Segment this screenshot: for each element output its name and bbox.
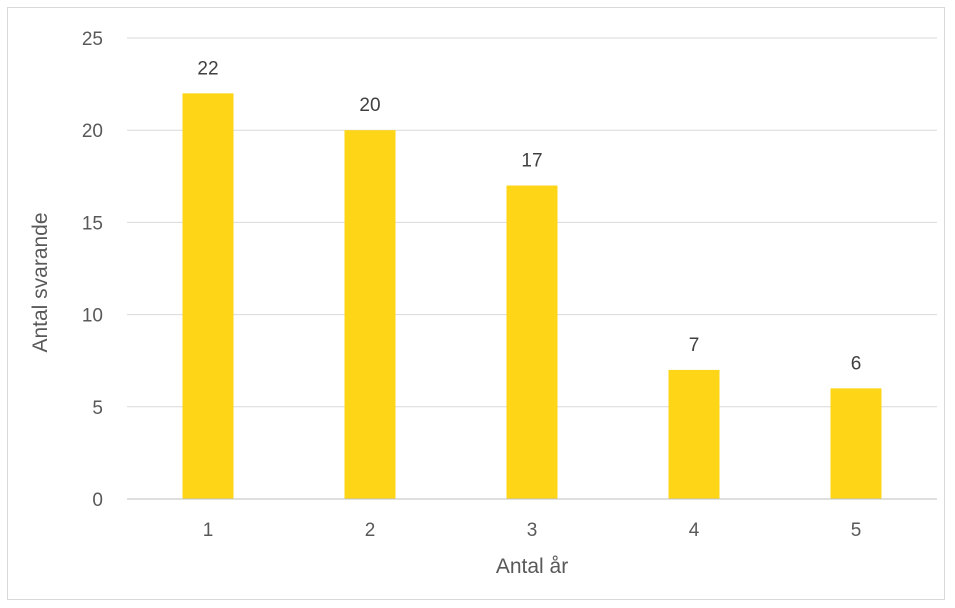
bar-4 (668, 369, 720, 499)
x-tick-label: 3 (527, 520, 538, 541)
x-tick-label: 5 (851, 520, 862, 541)
bar-1 (182, 93, 234, 499)
x-axis-tick-labels: 1 2 3 4 5 (203, 520, 862, 541)
x-axis-title: Antal år (496, 555, 568, 578)
y-tick-label: 0 (92, 490, 103, 511)
bar-5 (830, 388, 882, 499)
y-tick-label: 25 (82, 29, 103, 50)
data-label: 7 (689, 335, 700, 356)
bars (182, 93, 882, 499)
y-axis-title: Antal svarande (29, 212, 52, 352)
y-tick-label: 10 (82, 306, 103, 327)
y-tick-label: 5 (92, 398, 103, 419)
y-tick-label: 20 (82, 121, 103, 142)
x-tick-label: 4 (689, 520, 700, 541)
data-labels: 22 20 17 7 6 (197, 58, 861, 374)
y-axis-tick-labels: 0 5 10 15 20 25 (82, 29, 103, 511)
data-label: 17 (521, 151, 542, 172)
x-tick-label: 1 (203, 520, 214, 541)
data-label: 20 (359, 95, 380, 116)
data-label: 22 (197, 58, 218, 79)
bar-3 (506, 185, 558, 499)
bar-2 (344, 130, 396, 499)
x-tick-label: 2 (365, 520, 376, 541)
y-tick-label: 15 (82, 213, 103, 234)
data-label: 6 (851, 353, 862, 374)
chart-frame (7, 7, 945, 600)
